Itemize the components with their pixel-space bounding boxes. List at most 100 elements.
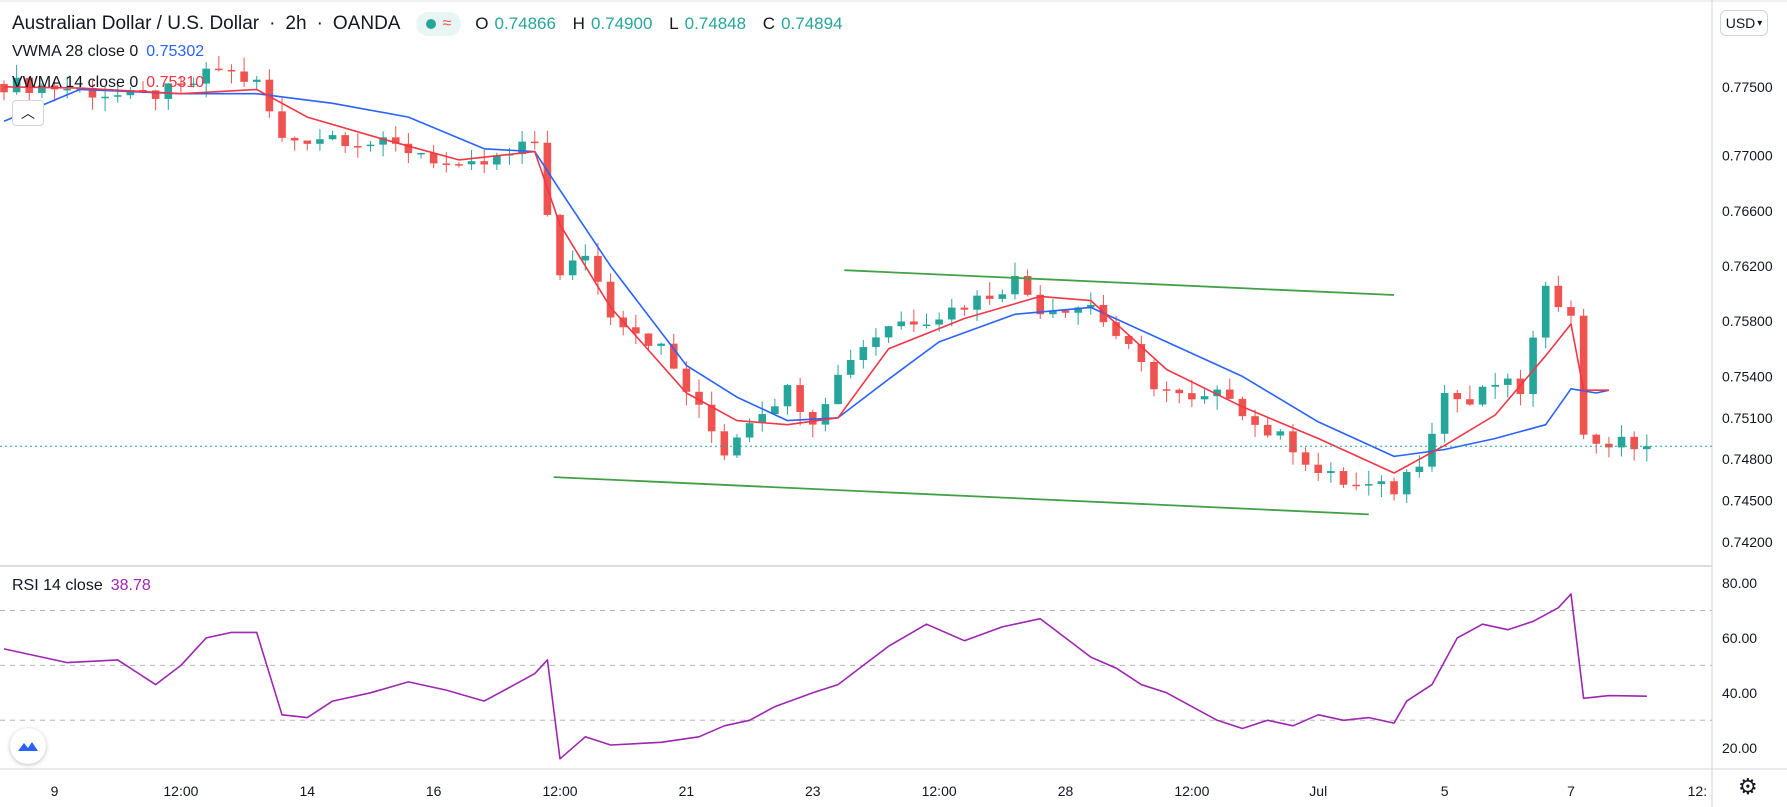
candle-body bbox=[1011, 275, 1019, 295]
candle-body bbox=[859, 347, 868, 361]
candle-body bbox=[1504, 378, 1512, 385]
candle-body bbox=[1124, 335, 1133, 345]
candle-body bbox=[1592, 434, 1601, 444]
candle-body bbox=[1036, 294, 1045, 315]
candle-body bbox=[884, 326, 893, 338]
time-tick-label: 7 bbox=[1567, 783, 1575, 799]
ohlc-values: O 0.74866 H 0.74900 L 0.74848 C 0.74894 bbox=[475, 14, 843, 33]
rsi-tick-label: 80.00 bbox=[1722, 575, 1757, 591]
vwma28-legend[interactable]: VWMA 28 close 0 0.75302 bbox=[12, 43, 204, 61]
candle-body bbox=[139, 89, 147, 92]
candle-body bbox=[910, 321, 918, 325]
candle-body bbox=[1402, 472, 1411, 495]
candle-body bbox=[25, 77, 34, 93]
candle-body bbox=[935, 319, 943, 325]
candle-body bbox=[1074, 307, 1082, 313]
interval-label[interactable]: 2h bbox=[285, 13, 307, 34]
candle-body bbox=[808, 411, 817, 425]
candle-body bbox=[442, 163, 451, 165]
candle-body bbox=[429, 152, 438, 164]
candle-body bbox=[1491, 384, 1499, 387]
open-value: 0.74866 bbox=[494, 14, 556, 33]
candle-body bbox=[278, 111, 286, 138]
candle-body bbox=[1643, 446, 1651, 450]
candle-body bbox=[985, 295, 994, 299]
market-status-badge[interactable]: ≈ bbox=[416, 12, 462, 36]
candle-body bbox=[720, 431, 729, 456]
market-open-icon bbox=[426, 19, 437, 29]
vwma14-legend[interactable]: VWMA 14 close 0 0.75310 bbox=[12, 74, 204, 92]
rsi-tick-label: 60.00 bbox=[1722, 630, 1757, 646]
candle-body bbox=[1466, 399, 1474, 405]
time-tick-label: 12:00 bbox=[922, 783, 957, 799]
rsi-line bbox=[3, 593, 1647, 760]
candle-body bbox=[568, 260, 577, 276]
candle-body bbox=[796, 385, 804, 412]
price-tick-label: 0.75800 bbox=[1722, 313, 1773, 329]
candle-body bbox=[1554, 285, 1563, 308]
candle-body bbox=[316, 139, 324, 144]
symbol-title[interactable]: Australian Dollar / U.S. Dollar bbox=[12, 13, 260, 34]
tradingview-logo[interactable] bbox=[10, 728, 46, 764]
candle-body bbox=[215, 68, 223, 71]
candle-body bbox=[404, 143, 413, 154]
collapse-legend-button[interactable]: ︿ bbox=[12, 100, 44, 126]
candle-body bbox=[1251, 416, 1259, 425]
exchange-label: OANDA bbox=[332, 13, 401, 34]
candle-body bbox=[38, 85, 46, 93]
candle-body bbox=[1364, 484, 1373, 486]
candle-body bbox=[493, 155, 501, 165]
time-tick-label: 12:00 bbox=[543, 783, 578, 799]
candle-body bbox=[1049, 310, 1057, 315]
candle-body bbox=[1061, 310, 1070, 313]
price-tick-label: 0.76600 bbox=[1722, 203, 1773, 219]
time-tick-label: 23 bbox=[805, 783, 821, 799]
candle-body bbox=[480, 161, 489, 165]
candle-body bbox=[1567, 307, 1575, 316]
candle-body bbox=[771, 406, 779, 415]
candle-body bbox=[922, 324, 931, 327]
channel-upper-line bbox=[844, 269, 1395, 296]
time-tick-label: 16 bbox=[426, 783, 442, 799]
candle-body bbox=[821, 404, 830, 425]
candle-body bbox=[0, 84, 8, 93]
low-value: 0.74848 bbox=[684, 14, 747, 33]
candle-body bbox=[606, 281, 615, 318]
candle-body bbox=[1188, 393, 1196, 400]
candle-body bbox=[88, 87, 97, 98]
time-tick-label: 14 bbox=[299, 783, 315, 799]
rsi-legend[interactable]: RSI 14 close 38.78 bbox=[12, 577, 151, 595]
candle-body bbox=[518, 141, 526, 155]
settings-gear-icon[interactable]: ⚙ bbox=[1738, 774, 1758, 799]
candle-body bbox=[1327, 471, 1335, 474]
candle-body bbox=[1175, 389, 1184, 394]
candle-body bbox=[998, 294, 1007, 299]
candle-body bbox=[1352, 484, 1360, 487]
vwma14-label: VWMA 14 close 0 bbox=[12, 74, 139, 91]
candle-body bbox=[12, 77, 21, 93]
candle-body bbox=[63, 88, 71, 91]
candle-body bbox=[581, 255, 590, 261]
candle-body bbox=[543, 142, 552, 215]
vwma28-value: 0.75302 bbox=[146, 43, 205, 60]
candle-body bbox=[1150, 361, 1158, 390]
price-tick-label: 0.76200 bbox=[1722, 258, 1773, 274]
time-tick-label: 28 bbox=[1058, 783, 1074, 799]
candle-body bbox=[947, 307, 956, 320]
candle-body bbox=[1162, 389, 1171, 391]
candle-body bbox=[1301, 452, 1310, 465]
candle-body bbox=[1453, 392, 1462, 400]
candle-body bbox=[1225, 389, 1234, 399]
candle-body bbox=[1200, 396, 1209, 400]
currency-button[interactable]: USD ▾ bbox=[1720, 10, 1768, 36]
candle-body bbox=[1112, 322, 1120, 336]
logo-icon bbox=[18, 742, 38, 751]
candle-body bbox=[834, 374, 842, 405]
candle-body bbox=[1440, 392, 1449, 434]
candle-body bbox=[657, 343, 665, 346]
candle-body bbox=[303, 140, 312, 144]
chevron-down-icon: ▾ bbox=[1757, 17, 1763, 29]
candle-body bbox=[177, 83, 185, 85]
candle-body bbox=[644, 333, 653, 346]
